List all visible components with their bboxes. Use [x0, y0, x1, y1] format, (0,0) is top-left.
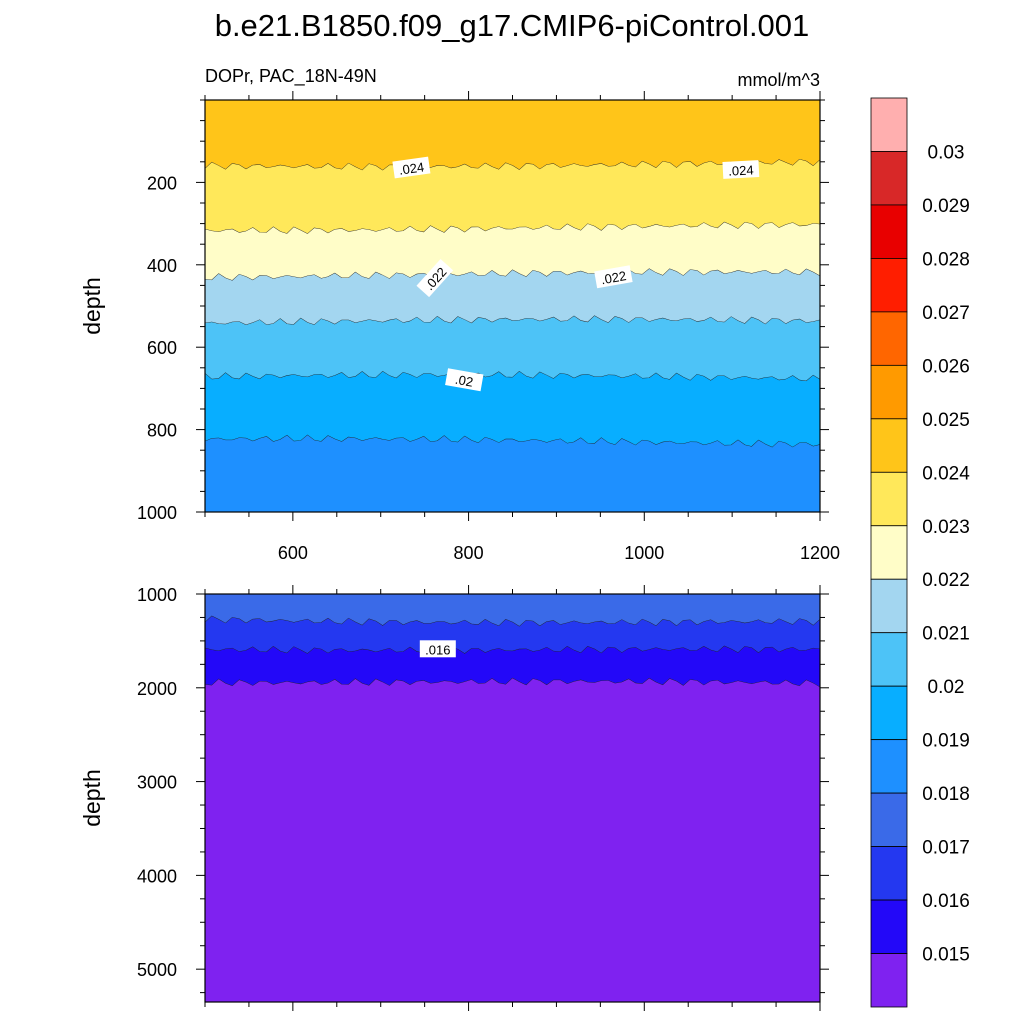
- contour-label: .02: [445, 368, 484, 392]
- colorbar-swatch: [870, 151, 908, 206]
- colorbar-swatch: [870, 953, 908, 1008]
- left-subtitle: DOPr, PAC_18N-49N: [205, 66, 377, 87]
- y-tick-label: 200: [147, 173, 177, 193]
- y-tick-label: 1000: [137, 585, 177, 605]
- contour-label: .016: [419, 640, 456, 658]
- contour-label: .024: [392, 156, 431, 179]
- contour-label-text: .016: [425, 642, 450, 657]
- colorbar-label: 0.02: [928, 677, 965, 698]
- colorbar-label: 0.028: [922, 249, 970, 270]
- contour-band: [205, 594, 820, 627]
- y-tick-label: 4000: [137, 866, 177, 886]
- colorbar-label: 0.029: [922, 196, 970, 217]
- colorbar-swatch: [870, 578, 908, 634]
- y-tick-label: 600: [147, 338, 177, 358]
- colorbar-swatch: [870, 97, 908, 152]
- colorbar-label: 0.026: [922, 356, 970, 377]
- y-tick-label: 400: [147, 256, 177, 276]
- contour-band: [205, 678, 820, 1002]
- y-tick-label: 2000: [137, 679, 177, 699]
- colorbar-label: 0.025: [922, 410, 970, 431]
- colorbar-swatch: [870, 418, 908, 473]
- contour-label-text: .024: [728, 162, 754, 178]
- contour-band: [205, 435, 820, 512]
- y-tick-label: 1000: [137, 503, 177, 523]
- colorbar-swatch: [870, 899, 908, 954]
- colorbar-swatch: [870, 846, 908, 901]
- contour-band: [205, 100, 820, 171]
- colorbar: 0.03 0.029 0.028 0.027 0.026 0.025 0.024 0.023 0…: [870, 97, 970, 1008]
- x-tick-label: 1000: [624, 543, 664, 563]
- lower-panel: .016 1000 2000 3000 4000 5000 depth: [79, 585, 829, 1011]
- colorbar-swatch: [870, 258, 908, 313]
- colorbar-label: 0.022: [922, 570, 970, 591]
- colorbar-label: 0.016: [922, 891, 970, 912]
- colorbar-label: 0.017: [922, 838, 970, 859]
- colorbar-swatch: [870, 632, 908, 687]
- contour-label: .022: [594, 265, 633, 289]
- colorbar-label: 0.015: [922, 945, 970, 966]
- colorbar-label: 0.027: [922, 303, 970, 324]
- contour-band: [205, 159, 820, 234]
- y-axis-label: depth: [79, 769, 105, 827]
- figure-title: b.e21.B1850.f09_g17.CMIP6-piControl.001: [215, 8, 810, 43]
- contour-label-text: .022: [600, 268, 628, 287]
- colorbar-label: 0.024: [922, 463, 970, 484]
- contour-label: .024: [722, 160, 760, 179]
- colorbar-swatch: [870, 204, 908, 259]
- y-tick-label: 3000: [137, 773, 177, 793]
- contour-band: [205, 616, 820, 654]
- contour-band: [205, 222, 820, 281]
- contour-band: [205, 315, 820, 382]
- x-tick-label: 1200: [800, 543, 840, 563]
- colorbar-label: 0.023: [922, 517, 970, 538]
- colorbar-swatch: [870, 471, 908, 527]
- colorbar-label: 0.03: [928, 142, 965, 163]
- colorbar-swatch: [870, 525, 908, 580]
- colorbar-label: 0.021: [922, 624, 970, 645]
- colorbar-swatch: [870, 792, 908, 847]
- y-axis-label: depth: [79, 277, 105, 335]
- colorbar-label: 0.018: [922, 784, 970, 805]
- colorbar-swatch: [870, 311, 908, 366]
- y-tick-label: 800: [147, 421, 177, 441]
- y-tick-label: 5000: [137, 960, 177, 980]
- colorbar-label: 0.019: [922, 731, 970, 752]
- colorbar-swatch: [870, 364, 908, 420]
- colorbar-swatch: [870, 739, 908, 794]
- contour-label-text: .02: [454, 372, 474, 390]
- x-tick-label: 600: [278, 543, 308, 563]
- contour-label-text: .024: [398, 159, 425, 177]
- contour-band: [205, 268, 820, 325]
- colorbar-swatch: [870, 685, 908, 741]
- right-subtitle: mmol/m^3: [738, 70, 820, 90]
- x-tick-label: 800: [454, 543, 484, 563]
- contour-band: [205, 371, 820, 448]
- contour-band: [205, 646, 820, 688]
